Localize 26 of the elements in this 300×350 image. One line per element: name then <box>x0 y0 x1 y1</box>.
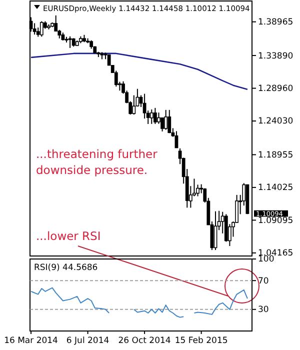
candlestick <box>153 107 157 124</box>
candlestick <box>164 109 168 130</box>
candlestick <box>168 109 172 134</box>
candlestick <box>150 108 154 124</box>
line-series <box>30 52 248 90</box>
y-tick-label: 1.09095 <box>258 216 294 226</box>
y-tick-label: 1.14025 <box>258 183 294 194</box>
y-tick-label: 1.24030 <box>258 116 294 127</box>
y-tick-label: 1.28960 <box>258 84 294 94</box>
y-tick-label: 1.18955 <box>258 150 294 160</box>
y-tick-label: 100 <box>258 254 274 265</box>
x-tick-label: 16 Mar 2014 <box>4 336 58 346</box>
y-tick-label: 70 <box>258 276 269 286</box>
y-tick-label: 1.33890 <box>258 51 294 62</box>
x-tick-label: 15 Feb 2015 <box>174 336 228 346</box>
y-tick-label: 30 <box>258 305 269 316</box>
annotation: ...lower RSI <box>36 229 101 243</box>
candlestick <box>68 36 72 48</box>
x-tick-label: 26 Oct 2014 <box>118 336 171 346</box>
candlestick <box>132 94 136 116</box>
annotation: ...threatening further downside pressure. <box>36 147 158 177</box>
x-tick-label: 6 Jul 2014 <box>66 336 110 346</box>
y-tick-label: 1.38965 <box>258 18 294 28</box>
candlestick <box>40 20 44 38</box>
text: RSI(9) 44.5686 <box>34 263 98 273</box>
candlestick <box>160 116 164 132</box>
